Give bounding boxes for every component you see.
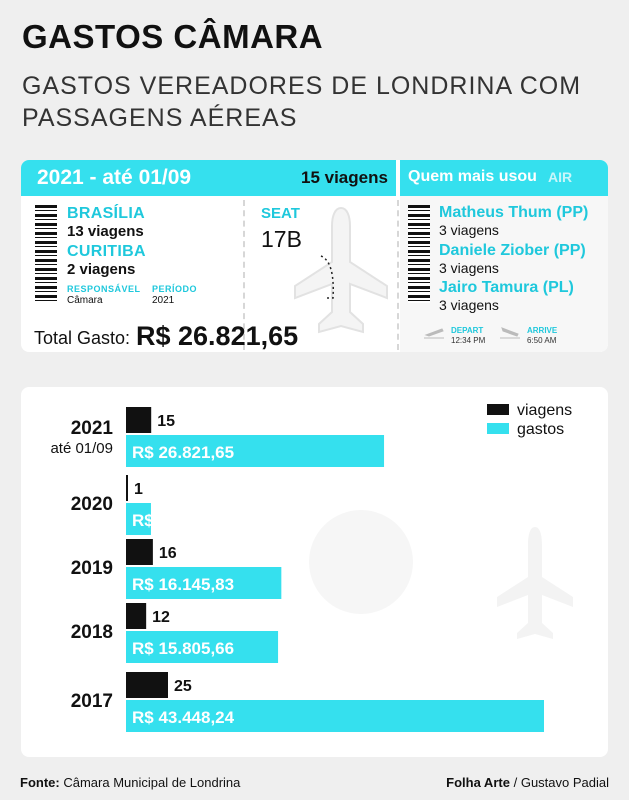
airplane-icon	[294, 206, 388, 334]
trips-value-label: 25	[174, 678, 192, 695]
trips-bar	[126, 475, 128, 501]
ticket-trips-total: 15 viagens	[301, 168, 388, 187]
barcode-icon	[35, 205, 57, 303]
responsible-label: RESPONSÁVEL	[67, 284, 141, 294]
credit-label: Folha Arte	[446, 775, 510, 790]
ticket-period: 2021 - até 01/09	[37, 166, 192, 189]
depart-label: DEPART	[451, 326, 484, 335]
costs-bar	[126, 631, 279, 663]
seat-value: 17B	[261, 226, 302, 252]
category-label: 2021	[71, 418, 114, 439]
category-sublabel: até 01/09	[50, 440, 113, 457]
period-value: 2021	[152, 295, 175, 306]
category-label: 2017	[71, 691, 113, 712]
ticket-stub-divider	[397, 200, 399, 350]
costs-value-label: R$ 43.448,24	[132, 708, 235, 727]
depart-time: 12:34 PM	[451, 336, 486, 345]
costs-bar	[126, 503, 151, 535]
page-title: GASTOS CÂMARA	[22, 18, 324, 55]
credit-value: Gustavo Padial	[520, 775, 609, 790]
arrive-label: ARRIVE	[527, 326, 558, 335]
arrive-time: 6:50 AM	[527, 336, 557, 345]
trips-value-label: 15	[157, 413, 175, 430]
total-value: R$ 26.821,65	[136, 321, 299, 351]
category-label: 2020	[71, 494, 113, 515]
trips-bar	[126, 672, 168, 698]
costs-value-label: R$ 2.593,98	[132, 511, 225, 530]
legend-swatch	[487, 404, 509, 415]
costs-value-label: R$ 26.821,65	[132, 443, 234, 462]
legend-swatch	[487, 423, 509, 434]
source-label: Fonte:	[20, 775, 60, 790]
barcode-icon	[408, 205, 430, 303]
ticket-divider	[243, 200, 245, 350]
destination-name: BRASÍLIA	[67, 205, 145, 222]
responsible-value: Câmara	[67, 295, 103, 306]
trips-value-label: 12	[152, 609, 170, 626]
trips-bar	[126, 407, 152, 433]
chart-legend: viagens gastos	[487, 402, 572, 438]
air-mark: AIR	[548, 169, 573, 185]
departure-plane-icon	[424, 328, 444, 339]
trips-value-label: 16	[159, 545, 177, 562]
trips-bar	[126, 603, 147, 629]
destination-trips: 13 viagens	[67, 223, 144, 240]
arrival-plane-icon	[500, 327, 520, 339]
top-user-name: Matheus Thum (PP)	[439, 204, 589, 221]
chart-card: viagens gastos 15 R$ 26.821,65 2021 até 01/0…	[21, 387, 608, 757]
trips-value-label: 1	[134, 481, 143, 498]
costs-value-label: R$ 16.145,83	[132, 575, 234, 594]
trips-bar	[126, 539, 153, 565]
destination-name: CURITIBA	[67, 243, 146, 260]
chart-background-decor	[309, 510, 573, 639]
ticket-stub-header: Quem mais usou AIR	[400, 160, 608, 196]
period-label: PERÍODO	[152, 284, 198, 294]
costs-value-label: R$ 15.805,66	[132, 639, 234, 658]
top-users-label: Quem mais usou	[408, 168, 537, 185]
top-user-trips: 3 viagens	[439, 222, 499, 238]
destination-trips: 2 viagens	[67, 261, 136, 278]
category-label: 2019	[71, 558, 113, 579]
top-user-name: Daniele Ziober (PP)	[439, 242, 586, 259]
costs-bar	[126, 567, 282, 599]
top-user-trips: 3 viagens	[439, 260, 499, 276]
source-value: Câmara Municipal de Londrina	[63, 775, 241, 790]
legend-label: viagens	[517, 402, 572, 419]
costs-bar	[126, 700, 544, 732]
total-label: Total Gasto:	[34, 328, 131, 348]
category-label: 2018	[71, 622, 113, 643]
credit-note: Folha Arte / Gustavo Padial	[446, 775, 609, 790]
page-subtitle: GASTOS VEREADORES DE LONDRINA COM PASSAG…	[22, 72, 582, 132]
legend-label: gastos	[517, 421, 564, 438]
credit-separator: /	[513, 775, 518, 790]
costs-bar	[126, 435, 385, 467]
boarding-pass-card: 2021 - até 01/09 15 viagens Quem mais us…	[21, 160, 608, 352]
top-user-trips: 3 viagens	[439, 297, 499, 313]
source-note: Fonte: Câmara Municipal de Londrina	[20, 775, 240, 790]
ticket-stub	[400, 196, 608, 352]
seat-label: SEAT	[261, 205, 300, 222]
top-user-name: Jairo Tamura (PL)	[439, 279, 574, 296]
ticket-header: 2021 - até 01/09 15 viagens	[21, 160, 396, 196]
